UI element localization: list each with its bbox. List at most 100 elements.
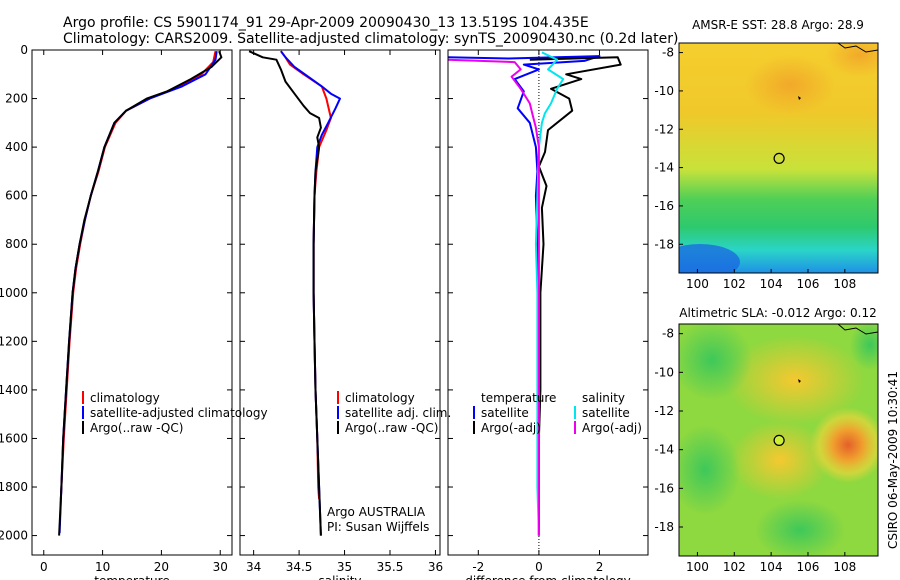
y-tick-label: 1400 xyxy=(0,383,28,397)
map-x-tick-label: 106 xyxy=(797,277,820,291)
series-line-2-1 xyxy=(529,56,622,536)
map-x-tick-label: 104 xyxy=(760,560,783,574)
legend-label-argo: Argo(..raw -QC) xyxy=(90,421,183,435)
header-line-1: Argo profile: CS 5901174_91 29-Apr-2009 … xyxy=(63,15,589,31)
map-y-tick-label: -18 xyxy=(654,237,674,251)
island xyxy=(798,96,801,100)
sla-map: Altimetric SLA: -0.012 Argo: 0.12 100 102… xyxy=(654,306,879,574)
legend-label-climatology: climatology xyxy=(90,391,160,405)
difference-legend: temperature salinity satellite Argo(-adj… xyxy=(473,391,642,435)
map-y-tick-label: -8 xyxy=(662,327,674,341)
salinity-panel: 34 34.5 35 35.5 36 salinity xyxy=(239,49,443,580)
y-tick-label: 800 xyxy=(5,237,28,251)
map-y-tick-label: -10 xyxy=(654,84,674,98)
map-x-tick-label: 108 xyxy=(833,277,856,291)
map-y-tick-label: -12 xyxy=(654,404,674,418)
map-x-tick-label: 100 xyxy=(686,277,709,291)
sst-map-frame xyxy=(678,42,879,274)
footer-stamp: CSIRO 06-May-2009 10:30:41 xyxy=(886,371,900,549)
map-x-tick-label: 108 xyxy=(833,560,856,574)
x-tick-label: 20 xyxy=(154,560,169,574)
series-line-0-2 xyxy=(58,50,223,536)
sla-high-patch xyxy=(730,420,830,500)
legend-label-argo: Argo(..raw -QC) xyxy=(345,421,438,435)
y-tick-label: 600 xyxy=(5,189,28,203)
x-tick-label: 0 xyxy=(40,560,48,574)
map-x-tick-label: 104 xyxy=(760,277,783,291)
island xyxy=(798,379,801,383)
y-tick-label: 1600 xyxy=(0,431,28,445)
x-tick-label: -2 xyxy=(472,560,484,574)
sla-high-patch xyxy=(810,407,878,483)
x-axis-label: difference from climatology xyxy=(465,574,631,580)
series-line-1-0 xyxy=(280,50,332,500)
plot-frame xyxy=(31,49,233,556)
header-line-2: Climatology: CARS2009. Satellite-adjuste… xyxy=(63,31,678,47)
coastline xyxy=(837,324,878,335)
temperature-legend: climatology satellite-adjusted climatolo… xyxy=(82,391,268,435)
legend-label-temp-argo: Argo(-adj) xyxy=(481,421,541,435)
series-line-0-1 xyxy=(58,51,218,534)
sla-map-frame xyxy=(678,323,879,557)
sla-high-patch xyxy=(725,335,865,425)
y-tick-label: 200 xyxy=(5,92,28,106)
map-y-tick-label: -14 xyxy=(654,161,674,175)
legend-header-temperature: temperature xyxy=(481,391,556,405)
map-x-tick-label: 102 xyxy=(723,560,746,574)
sst-map-title: AMSR-E SST: 28.8 Argo: 28.9 xyxy=(692,18,864,32)
y-tick-label: 2000 xyxy=(0,529,28,543)
x-tick-label: 35.5 xyxy=(377,560,404,574)
map-x-tick-label: 100 xyxy=(686,560,709,574)
map-y-tick-label: -18 xyxy=(654,520,674,534)
salinity-legend: climatology satellite adj. clim. Argo(..… xyxy=(327,391,451,534)
sla-low-patch xyxy=(679,324,752,400)
y-tick-label: 400 xyxy=(5,140,28,154)
legend-label-temp-satellite: satellite xyxy=(481,406,529,420)
legend-label-sal-satellite: satellite xyxy=(582,406,630,420)
temperature-panel: 0 10 20 30 temperature 0 200 400 600 800 1000 1200 1… xyxy=(0,43,233,580)
series-line-2-3 xyxy=(447,58,540,536)
legend-label-satellite-adj: satellite adj. clim. xyxy=(345,406,451,420)
map-y-tick-label: -16 xyxy=(654,199,674,213)
map-y-tick-label: -16 xyxy=(654,481,674,495)
map-y-tick-label: -12 xyxy=(654,122,674,136)
map-x-tick-label: 106 xyxy=(797,560,820,574)
legend-label-sal-argo: Argo(-adj) xyxy=(582,421,642,435)
plot-frame xyxy=(239,49,441,556)
legend-label-satellite-adjusted: satellite-adjusted climatology xyxy=(90,406,268,420)
sla-low-patch xyxy=(679,425,740,515)
map-y-tick-label: -8 xyxy=(662,46,674,60)
y-tick-label: 0 xyxy=(20,43,28,57)
annotation-argo-australia: Argo AUSTRALIA xyxy=(327,505,426,519)
sst-warm-patch xyxy=(745,55,835,115)
map-y-tick-label: -10 xyxy=(654,365,674,379)
x-tick-label: 0 xyxy=(535,560,543,574)
coastline xyxy=(837,43,878,53)
y-tick-label: 1000 xyxy=(0,286,28,300)
x-tick-label: 36 xyxy=(428,560,443,574)
series-line-1-2 xyxy=(248,50,322,536)
sst-warm-patch xyxy=(825,43,878,77)
map-x-tick-label: 102 xyxy=(723,277,746,291)
x-axis-label: temperature xyxy=(94,574,169,580)
x-tick-label: 35 xyxy=(337,560,352,574)
x-tick-label: 30 xyxy=(213,560,228,574)
sst-map-axes: 100 102 104 106 108 -8 -10 -12 -14 -16 -18 xyxy=(654,46,856,291)
y-tick-label: 1800 xyxy=(0,480,28,494)
series-line-2-0 xyxy=(447,55,601,536)
sst-map: AMSR-E SST: 28.8 Argo: 28.9 100 102 104 106… xyxy=(654,18,879,291)
plot-frame xyxy=(447,49,649,556)
x-tick-label: 34 xyxy=(246,560,261,574)
sla-low-patch xyxy=(850,324,878,370)
x-tick-label: 34.5 xyxy=(286,560,313,574)
argo-location-marker xyxy=(773,152,785,164)
y-tick-label: 1200 xyxy=(0,334,28,348)
legend-header-salinity: salinity xyxy=(582,391,625,405)
sst-cold-patch xyxy=(679,244,740,273)
sla-map-axes: 100 102 104 106 108 -8 -10 -12 -14 -16 -18 xyxy=(654,327,856,574)
x-tick-label: 10 xyxy=(95,560,110,574)
series-line-1-1 xyxy=(280,50,341,536)
x-tick-label: 2 xyxy=(596,560,604,574)
map-y-tick-label: -14 xyxy=(654,443,674,457)
